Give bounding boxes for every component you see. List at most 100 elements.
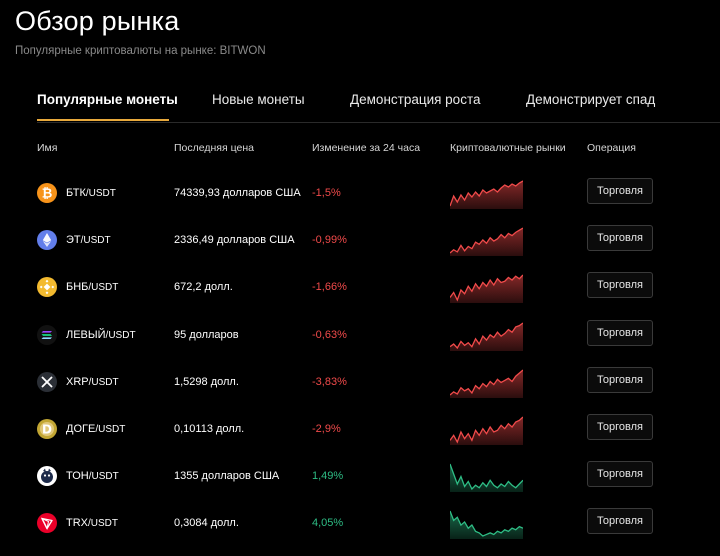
trade-button[interactable]: Торговля [587, 178, 653, 204]
pair-base: XRP [66, 375, 89, 388]
toncoin-icon [37, 466, 57, 487]
trade-button[interactable]: Торговля [587, 366, 653, 393]
trade-button[interactable]: Торговля [587, 272, 653, 299]
sparkline-line [449, 369, 524, 396]
tron-icon [37, 513, 57, 534]
sparkline-chart [449, 176, 524, 209]
change-24h: -1,5% [312, 187, 341, 199]
page-subtitle: Популярные криптовалюты на рынке: BITWON [15, 45, 266, 57]
ethereum-icon [37, 230, 57, 251]
sparkline-line [449, 274, 524, 303]
last-price: 74339,93 долларов США [174, 187, 301, 199]
sparkline-area [450, 181, 523, 209]
bitcoin-icon: ₿ [37, 183, 57, 203]
pair-name[interactable]: TRX/USDT [66, 517, 118, 529]
table-row[interactable]: TRX/USDT 0,3084 долл. 4,05% Торговля [0, 506, 720, 553]
xrp-icon [37, 371, 57, 392]
pair-quote: /USDT [105, 329, 136, 341]
sparkline-chart [449, 412, 524, 445]
tab-gainers[interactable]: Демонстрация роста [350, 92, 481, 107]
solana-icon [37, 324, 57, 345]
sparkline-area [450, 228, 523, 257]
column-header-price: Последняя цена [174, 142, 254, 154]
last-price: 0,3084 долл. [174, 517, 239, 530]
pair-base: ЛЕВЫЙ [66, 328, 106, 341]
tab-losers[interactable]: Демонстрирует спад [526, 92, 656, 107]
table-row[interactable]: XRP/USDT 1,5298 долл. -3,83% Торговля [0, 365, 720, 412]
trade-button[interactable]: Торговля [587, 319, 653, 346]
table-row[interactable]: БНБ/USDT 672,2 долл. -1,66% Торговля [0, 270, 720, 317]
pair-quote: /USDT [88, 518, 118, 530]
pair-name[interactable]: БНБ/USDT [66, 281, 118, 293]
last-price: 1,5298 долл. [174, 375, 239, 388]
change-24h: -0,63% [312, 328, 347, 341]
pair-base: ТОН [66, 470, 89, 483]
pair-quote: /USDT [85, 188, 116, 199]
bnb-icon [37, 277, 57, 298]
pair-base: БТК [66, 187, 86, 199]
sparkline-chart [449, 270, 524, 304]
tab-popular-coins[interactable]: Популярные монеты [37, 92, 178, 107]
sparkline-area [450, 275, 523, 304]
column-header-name: Имя [37, 142, 58, 154]
pair-base: ЭТ [66, 234, 81, 247]
pair-name[interactable]: ЛЕВЫЙ/USDT [66, 329, 136, 341]
sparkline-chart [449, 459, 524, 493]
sparkline-chart [449, 223, 524, 257]
table-row[interactable]: D ДОГЕ/USDT 0,10113 долл. -2,9% Торговля [0, 412, 720, 459]
active-tab-indicator [37, 119, 169, 121]
pair-quote: /USDT [80, 235, 111, 247]
table-row[interactable]: ₿ БТК/USDT 74339,93 долларов США -1,5% Торго… [0, 176, 720, 223]
svg-text:₿: ₿ [42, 187, 53, 202]
pair-base: БНБ [66, 281, 89, 294]
change-24h: -3,83% [312, 375, 347, 388]
pair-name[interactable]: ДОГЕ/USDT [66, 423, 125, 435]
sparkline-chart [449, 318, 524, 351]
page-title: Обзор рынка [15, 6, 180, 36]
last-price: 95 долларов [174, 328, 239, 341]
last-price: 672,2 долл. [174, 281, 233, 294]
dogecoin-icon: D [37, 419, 57, 439]
sparkline-chart [449, 365, 524, 398]
sparkline-area [450, 464, 523, 493]
sparkline-line [449, 180, 524, 207]
table-row[interactable]: ТОН/USDT 1355 долларов США 1,49% Торговля [0, 459, 720, 506]
change-24h: 4,05% [312, 517, 344, 530]
pair-quote: /USDT [95, 424, 126, 435]
change-24h: -1,66% [312, 281, 347, 294]
sparkline-line [449, 416, 524, 444]
pair-name[interactable]: ТОН/USDT [66, 470, 119, 482]
trade-button[interactable]: Торговля [587, 225, 653, 252]
column-header-chart: Криптовалютные рынки [450, 142, 566, 154]
tabs-divider [37, 122, 720, 123]
sparkline-area [450, 322, 523, 351]
pair-base: TRX [66, 517, 88, 530]
sparkline-area [450, 417, 523, 445]
pair-quote: /USDT [88, 282, 119, 294]
sparkline-area [450, 511, 523, 540]
table-row[interactable]: ЛЕВЫЙ/USDT 95 долларов -0,63% Торговля [0, 318, 720, 365]
sparkline-chart [449, 506, 524, 540]
trade-button[interactable]: Торговля [587, 461, 653, 488]
change-24h: -0,99% [312, 234, 347, 247]
sparkline-line [449, 227, 524, 254]
pair-quote: /USDT [88, 376, 119, 388]
sparkline-line [449, 463, 524, 491]
change-24h: 1,49% [312, 470, 344, 483]
tab-new-coins[interactable]: Новые монеты [212, 92, 305, 107]
pair-name[interactable]: ЭТ/USDT [66, 234, 111, 246]
sparkline-area [450, 369, 523, 398]
last-price: 2336,49 долларов США [174, 234, 295, 247]
trade-button[interactable]: Торговля [587, 414, 653, 440]
last-price: 0,10113 долл. [174, 423, 245, 435]
pair-name[interactable]: БТК/USDT [66, 187, 116, 199]
column-header-action: Операция [587, 142, 636, 154]
sparkline-line [449, 511, 524, 538]
last-price: 1355 долларов США [174, 470, 280, 483]
change-24h: -2,9% [312, 423, 341, 435]
trade-button[interactable]: Торговля [587, 508, 653, 535]
table-row[interactable]: ЭТ/USDT 2336,49 долларов США -0,99% Торговл… [0, 223, 720, 270]
sparkline-line [449, 322, 524, 349]
column-header-change: Изменение за 24 часа [312, 142, 421, 154]
pair-name[interactable]: XRP/USDT [66, 376, 119, 388]
